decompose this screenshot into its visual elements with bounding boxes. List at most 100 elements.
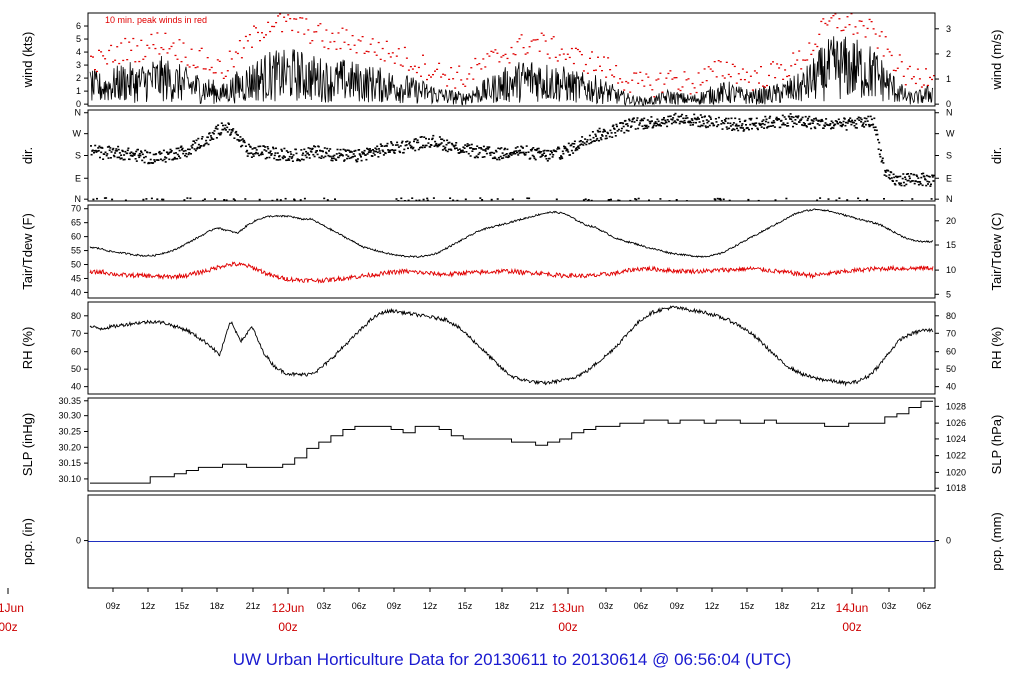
peak-wind-point (248, 34, 251, 36)
dir-point (795, 123, 798, 125)
dir-point (273, 154, 276, 157)
dir-point (144, 155, 147, 158)
dir-point (424, 144, 427, 147)
dir-point (646, 127, 649, 129)
dir-point (350, 151, 353, 153)
dir-point (909, 181, 912, 183)
dir-point (930, 198, 933, 200)
dir-point (325, 151, 327, 154)
dir-point (245, 150, 248, 153)
peak-wind-point (860, 20, 863, 22)
dir-point (784, 118, 787, 120)
dir-point (461, 149, 464, 152)
dir-point (464, 198, 467, 201)
peak-wind-point (723, 77, 726, 79)
peak-wind-point (381, 47, 384, 50)
peak-wind-point (589, 57, 591, 59)
dir-point (157, 159, 160, 161)
peak-wind-point (424, 63, 426, 65)
dir-point (164, 161, 167, 163)
dir-point (862, 122, 865, 124)
peak-wind-point (910, 78, 913, 80)
peak-wind-point (146, 44, 149, 46)
dir-point (643, 117, 646, 120)
dir-point (282, 157, 285, 160)
dir-point (736, 125, 739, 127)
peak-wind-point (886, 48, 889, 50)
dir-point (695, 121, 697, 124)
dir-point (773, 121, 776, 124)
peak-wind-point (689, 93, 692, 95)
peak-wind-point (466, 78, 469, 80)
dir-point (502, 157, 505, 159)
peak-wind-point (387, 52, 390, 55)
dir-point (268, 156, 271, 159)
left-tick-label-dir: S (75, 151, 81, 161)
dir-point (620, 130, 623, 132)
dir-point (347, 149, 350, 152)
peak-wind-point (156, 32, 159, 34)
dir-point (905, 183, 908, 186)
peak-wind-point (786, 75, 789, 78)
dir-point (844, 124, 847, 127)
dir-point (767, 121, 770, 124)
peak-wind-point (552, 36, 555, 38)
dir-point (819, 197, 822, 199)
dir-point (312, 153, 315, 156)
dir-point (348, 157, 351, 160)
dir-point (614, 132, 617, 134)
dir-point (567, 142, 570, 145)
dir-point (513, 151, 515, 153)
peak-wind-point (202, 68, 205, 70)
peak-wind-point (295, 18, 298, 20)
peak-wind-point (669, 70, 672, 72)
dir-point (890, 171, 893, 174)
peak-wind-point (659, 72, 662, 74)
dir-point (731, 123, 734, 126)
dir-point (518, 152, 521, 154)
dir-point (814, 117, 817, 120)
peak-wind-point (94, 69, 96, 71)
peak-wind-point (770, 63, 772, 65)
dir-point (322, 156, 325, 159)
dir-point (655, 125, 658, 127)
dir-point (655, 122, 658, 125)
dir-point (368, 149, 371, 152)
dir-point (413, 138, 416, 141)
dir-point (528, 197, 531, 200)
dir-point (719, 198, 722, 201)
dir-point (108, 145, 111, 148)
dir-point (765, 118, 768, 121)
dir-point (173, 156, 176, 159)
dir-point (572, 146, 575, 148)
peak-wind-point (933, 75, 935, 77)
dir-point (452, 199, 455, 201)
dir-point (199, 146, 202, 148)
dir-point (115, 150, 118, 152)
dir-point (255, 151, 258, 154)
dir-point (848, 119, 850, 121)
dir-point (660, 121, 663, 124)
right-tick-label-slp: 1026 (946, 418, 966, 428)
peak-wind-point (337, 32, 340, 34)
hour-tick-label: 18z (775, 601, 790, 611)
dir-point (548, 157, 551, 160)
dir-point (389, 149, 392, 152)
dir-point (878, 153, 881, 156)
dir-point (656, 118, 659, 121)
dir-point (814, 127, 817, 130)
dir-point (897, 175, 900, 178)
dir-point (417, 148, 420, 151)
dir-point (920, 173, 923, 175)
dir-point (741, 123, 744, 125)
dir-point (895, 180, 898, 182)
peak-wind-point (319, 23, 322, 25)
dir-point (830, 120, 833, 122)
dir-point (784, 124, 787, 126)
dir-point (117, 145, 120, 148)
dir-point (467, 152, 470, 155)
dir-point (493, 152, 496, 154)
left-tick-label-wind: 6 (76, 21, 81, 31)
dir-point (663, 122, 666, 125)
dir-point (478, 147, 481, 149)
